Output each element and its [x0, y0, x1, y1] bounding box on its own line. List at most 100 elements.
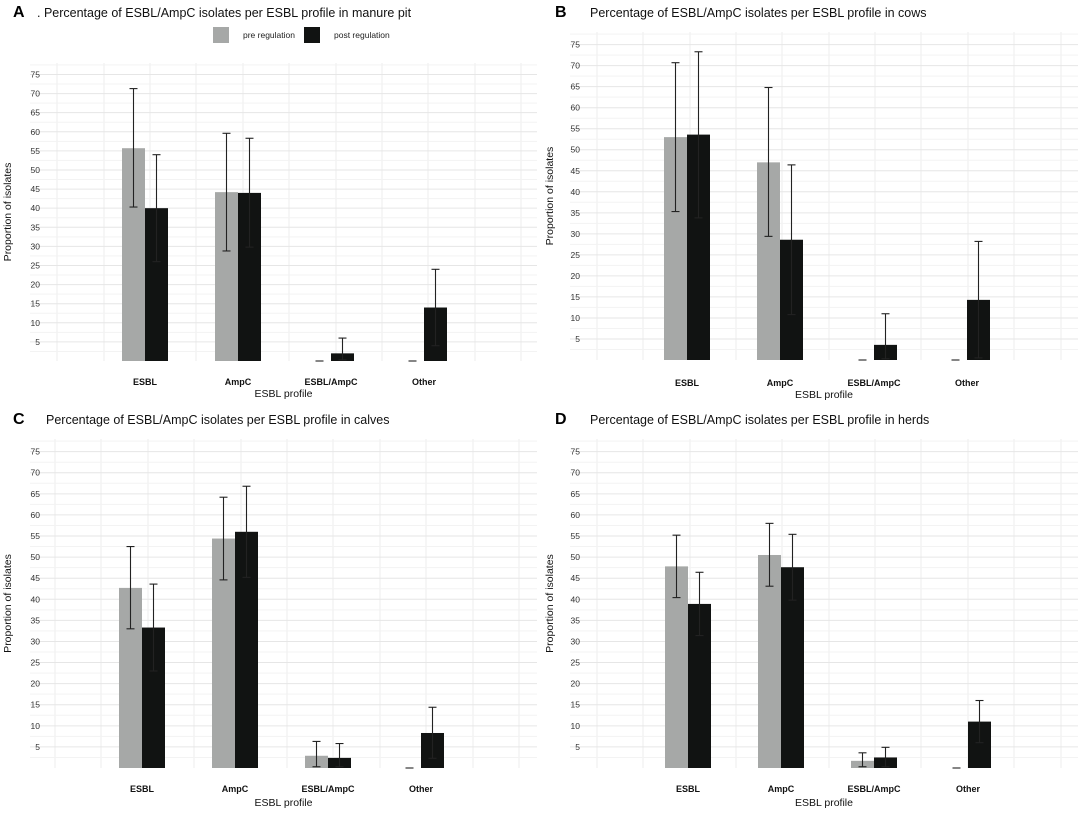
- y-tick-label: 50: [571, 145, 581, 155]
- bar-pre: [664, 137, 687, 360]
- y-tick-label: 60: [31, 510, 41, 520]
- y-tick-label: 25: [571, 250, 581, 260]
- bar-post: [687, 134, 710, 360]
- category-label: ESBL: [676, 784, 701, 794]
- y-tick-label: 50: [571, 552, 581, 562]
- panel-d: D Percentage of ESBL/AmpC isolates per E…: [544, 411, 1078, 809]
- y-tick-label: 70: [31, 468, 41, 478]
- y-tick-label: 25: [571, 658, 581, 668]
- y-tick-label: 65: [571, 82, 581, 92]
- bar-pre: [215, 192, 238, 361]
- bar-pre: [758, 554, 781, 768]
- y-tick-label: 10: [31, 721, 41, 731]
- chart-title: Percentage of ESBL/AmpC isolates per ESB…: [590, 6, 927, 20]
- y-tick-label: 5: [575, 334, 580, 344]
- y-tick-label: 35: [571, 615, 581, 625]
- y-tick-label: 55: [31, 146, 41, 156]
- chart-title: Percentage of ESBL/AmpC isolates per ESB…: [590, 413, 929, 427]
- legend-label-pre: pre regulation: [243, 30, 295, 40]
- y-tick-label: 35: [571, 208, 581, 218]
- x-axis-label: ESBL profile: [255, 797, 313, 809]
- category-label: Other: [412, 377, 437, 387]
- y-axis-label: Proportion of isolates: [2, 554, 14, 653]
- y-tick-label: 20: [31, 679, 41, 689]
- y-tick-label: 65: [31, 489, 41, 499]
- y-tick-label: 10: [571, 721, 581, 731]
- y-tick-label: 15: [571, 292, 581, 302]
- y-tick-label: 10: [571, 313, 581, 323]
- category-label: ESBL: [133, 377, 158, 387]
- y-tick-label: 75: [31, 447, 41, 457]
- category-label: ESBL/AmpC: [304, 377, 358, 387]
- panel-a: A . Percentage of ESBL/AmpC isolates per…: [2, 4, 537, 400]
- bar-pre: [665, 566, 688, 768]
- bar-post: [238, 192, 261, 361]
- y-axis-label: Proportion of isolates: [544, 554, 556, 653]
- panel-c: C Percentage of ESBL/AmpC isolates per E…: [2, 411, 537, 809]
- y-tick-label: 45: [571, 166, 581, 176]
- y-tick-label: 55: [571, 124, 581, 134]
- panel-b: B Percentage of ESBL/AmpC isolates per E…: [544, 4, 1078, 401]
- y-tick-label: 40: [31, 594, 41, 604]
- category-label: ESBL/AmpC: [301, 784, 355, 794]
- y-tick-label: 40: [571, 187, 581, 197]
- bar-pre: [119, 587, 142, 768]
- bar-pre: [122, 148, 145, 361]
- bar-pre: [212, 538, 235, 768]
- y-tick-label: 60: [571, 103, 581, 113]
- panel-letter-d: D: [555, 411, 567, 428]
- y-tick-label: 15: [31, 700, 41, 710]
- y-tick-label: 5: [575, 742, 580, 752]
- y-tick-label: 5: [35, 337, 40, 347]
- y-tick-label: 65: [31, 108, 41, 118]
- y-tick-label: 10: [31, 318, 41, 328]
- y-tick-label: 50: [31, 552, 41, 562]
- y-tick-label: 45: [31, 184, 41, 194]
- y-tick-label: 15: [31, 299, 41, 309]
- y-tick-label: 75: [31, 69, 41, 79]
- category-label: ESBL/AmpC: [847, 784, 901, 794]
- y-tick-label: 35: [31, 222, 41, 232]
- y-tick-label: 15: [571, 700, 581, 710]
- y-tick-label: 35: [31, 615, 41, 625]
- category-label: ESBL/AmpC: [847, 378, 901, 388]
- bar-post: [688, 603, 711, 768]
- category-label: AmpC: [768, 784, 795, 794]
- category-label: Other: [956, 784, 981, 794]
- y-tick-label: 45: [571, 573, 581, 583]
- y-tick-label: 70: [31, 89, 41, 99]
- y-tick-label: 20: [571, 679, 581, 689]
- y-tick-label: 65: [571, 489, 581, 499]
- y-tick-label: 30: [571, 636, 581, 646]
- y-tick-label: 55: [571, 531, 581, 541]
- y-tick-label: 55: [31, 531, 41, 541]
- y-tick-label: 30: [571, 229, 581, 239]
- category-label: AmpC: [767, 378, 794, 388]
- y-tick-label: 70: [571, 468, 581, 478]
- y-tick-label: 5: [35, 742, 40, 752]
- y-tick-label: 75: [571, 40, 581, 50]
- y-tick-label: 60: [571, 510, 581, 520]
- chart-title: . Percentage of ESBL/AmpC isolates per E…: [37, 6, 412, 20]
- bar-post: [142, 627, 165, 768]
- y-axis-label: Proportion of isolates: [544, 147, 556, 246]
- y-tick-label: 25: [31, 260, 41, 270]
- legend-swatch-pre: [213, 27, 229, 43]
- chart-title: Percentage of ESBL/AmpC isolates per ESB…: [46, 413, 389, 427]
- bar-post: [235, 531, 258, 768]
- y-tick-label: 25: [31, 658, 41, 668]
- bar-post: [781, 567, 804, 768]
- y-tick-label: 20: [571, 271, 581, 281]
- y-tick-label: 60: [31, 127, 41, 137]
- panel-letter-c: C: [13, 411, 25, 428]
- legend-swatch-post: [304, 27, 320, 43]
- legend-label-post: post regulation: [334, 30, 390, 40]
- category-label: AmpC: [225, 377, 252, 387]
- legend: pre regulation post regulation: [213, 27, 390, 43]
- y-tick-label: 45: [31, 573, 41, 583]
- category-label: ESBL: [675, 378, 700, 388]
- category-label: ESBL: [130, 784, 155, 794]
- category-label: Other: [409, 784, 434, 794]
